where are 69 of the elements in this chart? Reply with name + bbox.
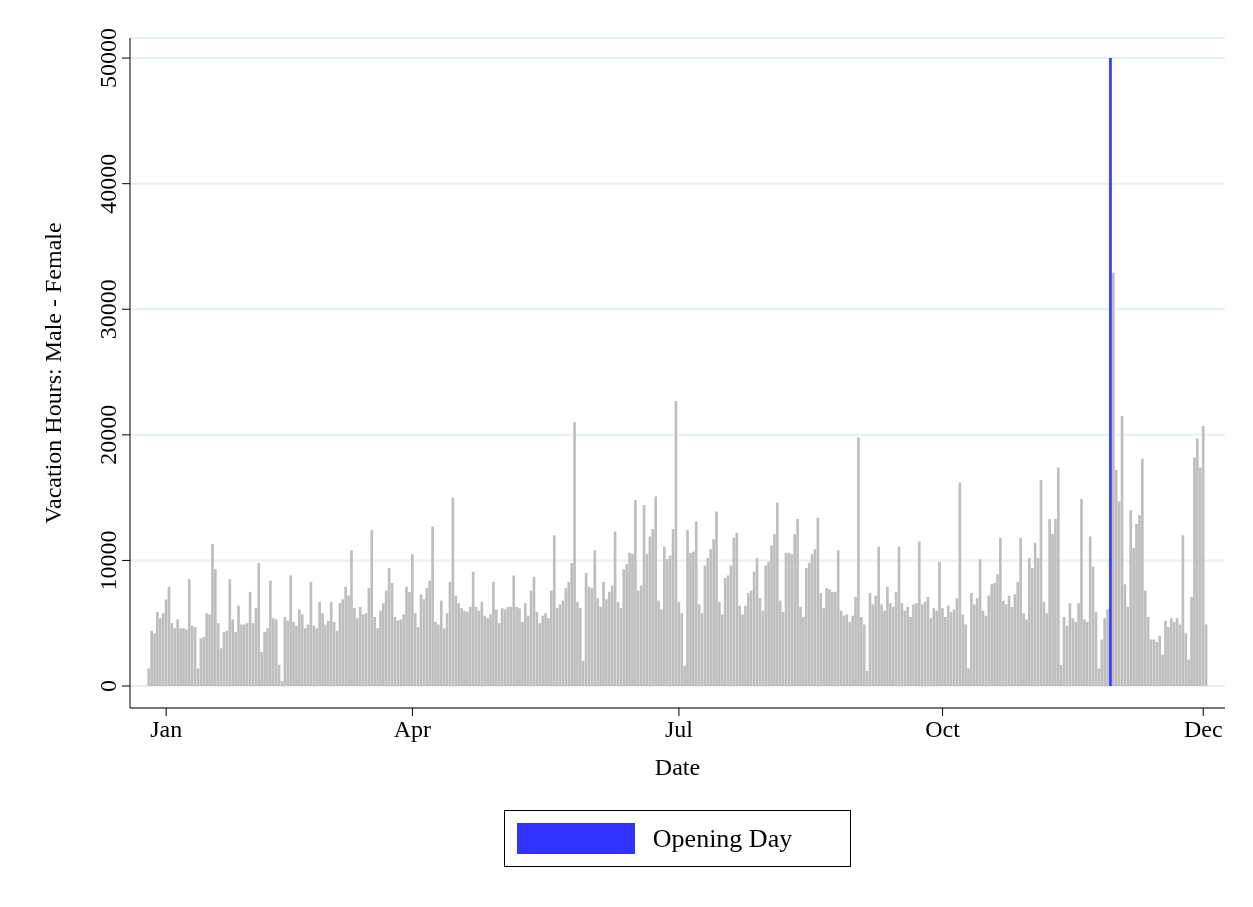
- bar: [431, 526, 434, 687]
- bar: [938, 561, 941, 687]
- bar: [1088, 536, 1092, 687]
- bar: [269, 580, 272, 687]
- bar: [1056, 467, 1060, 687]
- bar: [1129, 510, 1133, 687]
- y-tick-label: 10000: [95, 530, 121, 591]
- bar: [735, 532, 739, 687]
- bar: [634, 500, 637, 687]
- bar: [237, 605, 240, 687]
- bar: [857, 437, 860, 687]
- bar: [1112, 272, 1115, 687]
- bar: [1106, 609, 1109, 687]
- bar: [274, 619, 278, 687]
- bar: [1140, 458, 1144, 687]
- x-tick-label: Jan: [150, 716, 183, 743]
- bar: [187, 579, 191, 687]
- bar: [205, 613, 208, 687]
- bar: [970, 593, 973, 687]
- bar: [715, 511, 718, 687]
- bar: [318, 601, 321, 687]
- bar: [1158, 635, 1162, 687]
- bar: [663, 546, 666, 687]
- bar: [370, 530, 374, 687]
- y-tick-label: 0: [95, 680, 121, 693]
- x-tick-label: Jul: [664, 716, 694, 743]
- y-axis-title: Vacation Hours: Male - Female: [39, 222, 66, 524]
- bar: [1048, 518, 1051, 687]
- x-tick-label: Oct: [925, 716, 961, 743]
- bar: [492, 581, 495, 687]
- bar: [877, 546, 881, 687]
- bar: [211, 544, 214, 687]
- x-tick-label: Dec: [1183, 716, 1223, 743]
- y-tick-label: 50000: [95, 28, 121, 89]
- bar: [512, 575, 516, 687]
- bar: [593, 550, 597, 687]
- bar: [775, 502, 779, 687]
- bar: [573, 422, 576, 687]
- bar: [999, 537, 1002, 687]
- bar: [958, 482, 962, 687]
- y-tick-label: 20000: [95, 404, 121, 465]
- bar: [686, 530, 689, 687]
- bar: [257, 562, 261, 687]
- x-axis-title: Date: [654, 754, 701, 781]
- bar: [150, 630, 153, 687]
- bar: [1019, 537, 1022, 687]
- bar: [654, 496, 657, 687]
- bar: [1109, 58, 1112, 687]
- bar: [804, 567, 808, 687]
- bar: [1080, 498, 1083, 687]
- bar: [350, 550, 353, 687]
- bar: [694, 521, 698, 687]
- bar: [289, 575, 292, 687]
- bar: [796, 518, 799, 687]
- bar: [405, 586, 408, 687]
- y-tick-label: 40000: [95, 153, 121, 214]
- bar: [156, 611, 159, 687]
- bar: [764, 565, 768, 687]
- bar: [410, 554, 414, 687]
- x-tick-label: Apr: [393, 716, 432, 743]
- legend-label: Opening Day: [652, 823, 793, 854]
- bar: [917, 541, 921, 687]
- bar: [228, 579, 232, 687]
- bar: [263, 632, 266, 687]
- bar: [1164, 620, 1167, 687]
- bar: [552, 535, 556, 687]
- y-tick-label: 30000: [95, 279, 121, 340]
- bar: [439, 600, 443, 687]
- bar: [1028, 557, 1031, 687]
